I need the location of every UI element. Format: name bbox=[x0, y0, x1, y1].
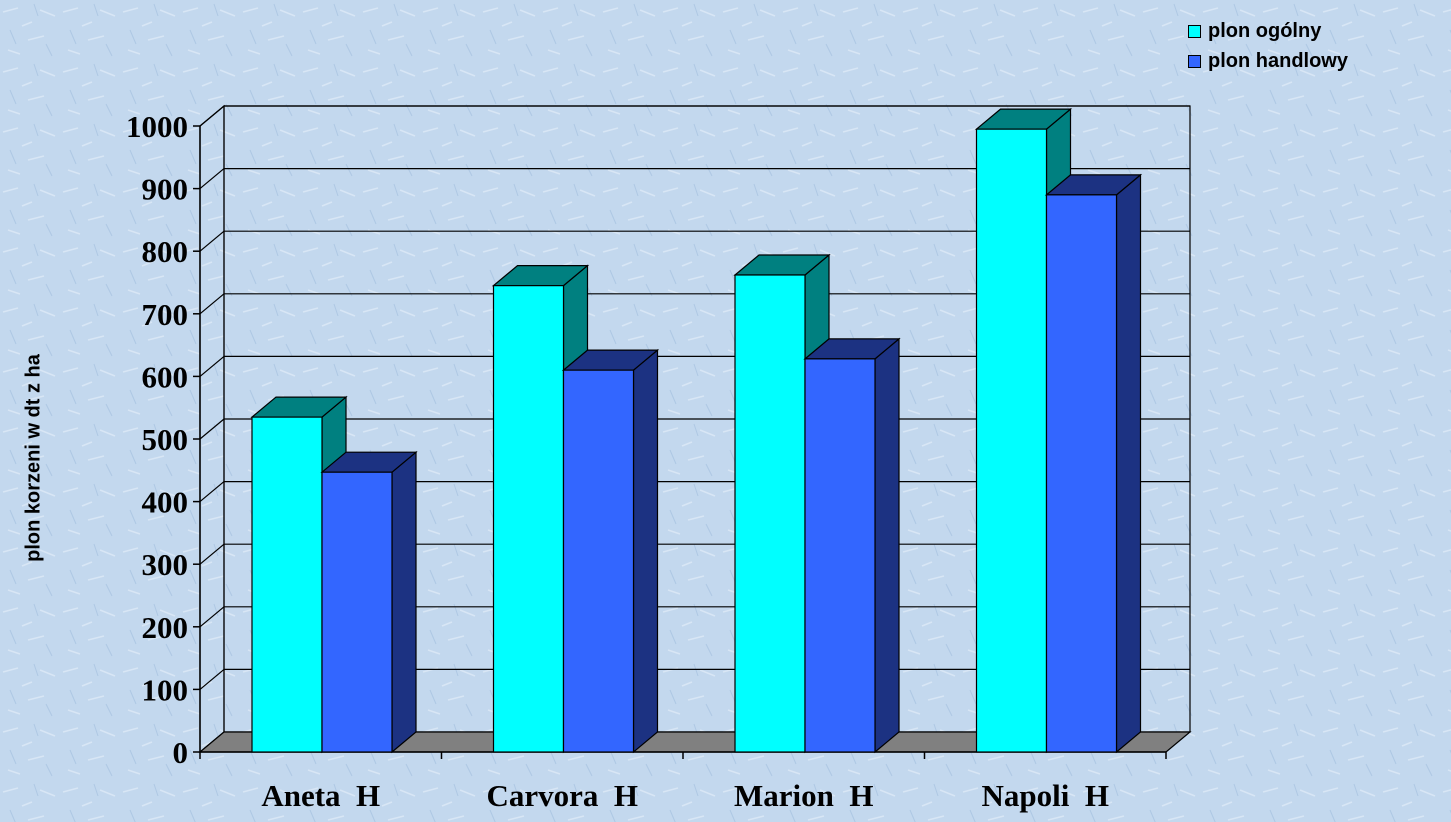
bar-side bbox=[391, 450, 417, 754]
gridline-side bbox=[199, 355, 225, 377]
bar-front bbox=[804, 358, 876, 753]
y-tick-label: 500 bbox=[142, 422, 189, 457]
legend: plon ogólny plon handlowy bbox=[1188, 16, 1348, 76]
legend-label-plon-ogolny: plon ogólny bbox=[1208, 19, 1322, 42]
y-tick-label: 600 bbox=[142, 359, 189, 394]
bar-front bbox=[251, 416, 323, 753]
bar-plon-handlowy-3 bbox=[803, 337, 901, 754]
bar-front bbox=[492, 285, 565, 753]
gridline-side bbox=[199, 168, 225, 190]
y-axis-label: plon korzeni w dt z ha bbox=[22, 354, 45, 562]
legend-item-plon-ogolny: plon ogólny bbox=[1188, 16, 1348, 46]
bar-plon-handlowy-1 bbox=[320, 450, 418, 754]
x-tick-label: Napoli H bbox=[982, 778, 1109, 813]
x-tick-label: Marion H bbox=[734, 778, 874, 813]
bar-front bbox=[1045, 194, 1118, 753]
y-tick-label: 200 bbox=[142, 610, 189, 645]
y-tick-label: 400 bbox=[142, 485, 189, 520]
y-tick-label: 1000 bbox=[126, 109, 188, 144]
gridline-side bbox=[199, 105, 225, 127]
y-tick-label: 700 bbox=[142, 297, 189, 332]
bar-front bbox=[321, 471, 393, 753]
y-tick-label: 300 bbox=[142, 547, 189, 582]
x-tick-label: Aneta H bbox=[261, 778, 380, 813]
legend-item-plon-handlowy: plon handlowy bbox=[1188, 46, 1348, 76]
legend-swatch-plon-handlowy bbox=[1188, 54, 1201, 68]
bar-side bbox=[874, 337, 900, 754]
bar-front bbox=[734, 274, 806, 753]
bar-plon-handlowy-2 bbox=[561, 348, 660, 754]
y-tick-label: 900 bbox=[142, 172, 189, 207]
legend-label-plon-handlowy: plon handlowy bbox=[1208, 49, 1348, 72]
x-tick-label: Carvora H bbox=[486, 778, 638, 813]
gridline-side bbox=[199, 668, 225, 690]
gridline-side bbox=[199, 418, 225, 440]
bar-plon-handlowy-4 bbox=[1044, 173, 1143, 754]
gridline-side bbox=[199, 230, 225, 252]
bar-front bbox=[975, 128, 1048, 753]
y-tick-label: 0 bbox=[173, 735, 189, 770]
bar-front bbox=[562, 369, 635, 753]
y-tick-label: 100 bbox=[142, 672, 189, 707]
gridline-side bbox=[199, 293, 225, 315]
gridline-side bbox=[199, 543, 225, 565]
gridline-side bbox=[199, 481, 225, 503]
legend-swatch-plon-ogolny bbox=[1188, 24, 1201, 38]
bar-side bbox=[1115, 173, 1142, 754]
y-tick-label: 800 bbox=[142, 234, 189, 269]
bar-side bbox=[632, 348, 659, 754]
gridline-side bbox=[199, 606, 225, 628]
